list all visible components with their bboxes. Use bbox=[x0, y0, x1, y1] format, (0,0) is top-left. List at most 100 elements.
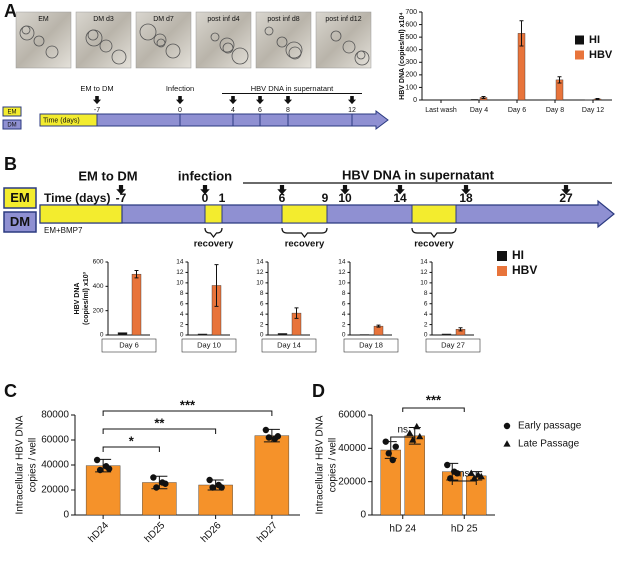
legend-swatch bbox=[497, 266, 507, 276]
day-label: 8 bbox=[286, 107, 290, 114]
data-point bbox=[406, 429, 414, 436]
stage-label: EM bbox=[10, 190, 30, 205]
stage-label: DM bbox=[10, 214, 30, 229]
organoid bbox=[19, 25, 35, 41]
significance-bracket bbox=[402, 407, 465, 412]
y-axis-label: HBV DNA bbox=[74, 283, 81, 315]
data-point bbox=[447, 475, 454, 482]
x-tick-label: Day 18 bbox=[359, 340, 383, 349]
data-point bbox=[389, 456, 396, 464]
y-tick-label: 10 bbox=[176, 280, 184, 287]
y-tick-label: 6 bbox=[180, 300, 184, 307]
error-bar bbox=[376, 324, 381, 328]
bar bbox=[254, 435, 290, 516]
data-point bbox=[413, 422, 421, 430]
day-label: 1 bbox=[219, 191, 226, 205]
y-tick-label: 8 bbox=[260, 290, 264, 297]
data-point bbox=[96, 466, 104, 474]
y-axis-label: HBV DNA (copies/ml) x10⁴ bbox=[399, 12, 406, 100]
day-label: 9 bbox=[322, 191, 329, 205]
y-tick-label: 14 bbox=[176, 259, 184, 266]
y-tick-label: 40000 bbox=[338, 443, 366, 454]
down-arrow bbox=[461, 185, 471, 195]
day-label: 10 bbox=[338, 191, 352, 205]
y-tick-label: 2 bbox=[180, 321, 184, 328]
x-tick-label: Last wash bbox=[425, 107, 457, 114]
organoid bbox=[264, 26, 274, 36]
y-tick-label: 14 bbox=[338, 259, 346, 266]
panel-label: A bbox=[4, 1, 17, 21]
y-tick-label: 10 bbox=[420, 280, 428, 287]
bar bbox=[404, 435, 425, 516]
recovery-label: recovery bbox=[414, 239, 454, 250]
image-label: DM d3 bbox=[93, 16, 114, 23]
image-label: post inf d12 bbox=[325, 16, 361, 23]
data-point bbox=[392, 443, 399, 450]
y-tick-label: 0 bbox=[260, 332, 264, 339]
organoid bbox=[330, 30, 342, 42]
organoid bbox=[222, 42, 234, 54]
axis-label: Time (days) bbox=[44, 191, 110, 205]
y-tick-label: 0 bbox=[63, 510, 69, 521]
y-tick-label: 100 bbox=[405, 84, 417, 91]
significance-label: ns bbox=[459, 469, 470, 480]
event-label: HBV DNA in supernatant bbox=[251, 84, 334, 93]
legend-swatch bbox=[497, 251, 507, 261]
legend-label: HBV bbox=[589, 49, 613, 61]
down-arrow bbox=[228, 96, 238, 105]
day-label: 0 bbox=[178, 107, 182, 114]
event-label: Infection bbox=[166, 84, 194, 93]
y-tick-label: 20000 bbox=[41, 485, 69, 496]
significance-bracket bbox=[102, 446, 160, 452]
y-tick-label: 200 bbox=[93, 307, 104, 314]
organoid bbox=[33, 35, 45, 47]
error-bar bbox=[458, 327, 463, 332]
significance-bracket bbox=[102, 428, 217, 434]
data-point bbox=[102, 463, 110, 470]
significance-label: ns bbox=[397, 425, 408, 436]
panel-label: B bbox=[4, 154, 17, 174]
category-box bbox=[425, 338, 481, 353]
x-tick-label: hD26 bbox=[199, 520, 224, 545]
x-tick-label: hD 25 bbox=[451, 524, 478, 535]
organoid bbox=[210, 32, 220, 42]
day-label: -7 bbox=[116, 191, 127, 205]
significance-bracket bbox=[451, 480, 477, 485]
organoid bbox=[111, 49, 127, 65]
panel-label: D bbox=[312, 381, 325, 401]
recovery-segment bbox=[411, 204, 457, 224]
organoid bbox=[276, 36, 288, 48]
bar bbox=[197, 333, 208, 336]
day-label: -7 bbox=[94, 107, 100, 114]
y-tick-label: 0 bbox=[424, 332, 428, 339]
legend-label: HI bbox=[589, 34, 600, 46]
recovery-label: recovery bbox=[285, 239, 325, 250]
data-point bbox=[150, 474, 157, 481]
organoid bbox=[219, 37, 235, 53]
image-label: post inf d8 bbox=[267, 16, 299, 23]
down-arrow bbox=[277, 185, 287, 195]
organoid bbox=[99, 39, 113, 53]
image-label: post inf d4 bbox=[207, 16, 239, 23]
x-tick-label: Day 12 bbox=[582, 107, 604, 114]
panel-label: C bbox=[4, 381, 17, 401]
day-label: 6 bbox=[279, 191, 286, 205]
significance-label: *** bbox=[426, 392, 442, 407]
data-point bbox=[470, 474, 478, 481]
down-arrow bbox=[395, 185, 405, 195]
bar bbox=[117, 332, 128, 336]
error-bar bbox=[595, 97, 600, 100]
stage-label: EM bbox=[8, 110, 17, 116]
brace bbox=[204, 227, 223, 238]
x-tick-label: Day 8 bbox=[546, 107, 564, 114]
organoid bbox=[288, 46, 302, 60]
medium-label: EM+BMP7 bbox=[44, 226, 83, 235]
day-label: 12 bbox=[348, 107, 356, 114]
y-tick-label: 2 bbox=[424, 321, 428, 328]
x-tick-label: Day 4 bbox=[470, 107, 488, 114]
y-tick-label: 14 bbox=[256, 259, 264, 266]
bar bbox=[85, 465, 121, 516]
micrograph bbox=[195, 11, 252, 69]
error-bar bbox=[519, 20, 524, 47]
